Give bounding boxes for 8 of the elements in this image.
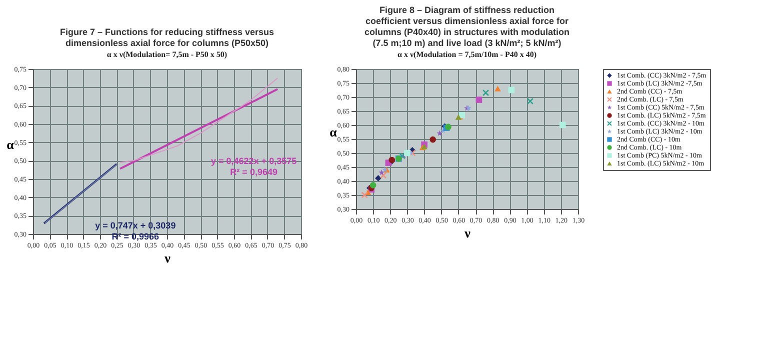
x-axis-title: ν xyxy=(464,226,471,240)
chart-title: Figure 8 – Diagram of stiffness reduction coefficient versus dimensionless axial force for columns (P40x40) in structures with modulation (7.5 m;10 m) and live load (3 kN/m²; 5 kN/m²) xyxy=(364,5,570,48)
x-axis-title: ν xyxy=(164,250,171,266)
chart-subtitle: α x ν(Modulation = 7,5m/10m - P40 x 40) xyxy=(397,50,537,59)
chart-title: Figure 7 – Functions for reducing stiffness versus dimensionless axial force for columns (P50x50) xyxy=(60,27,274,48)
chart-subtitle: α x ν(Modulation= 7,5m - P50 x 50) xyxy=(106,50,228,59)
y-axis-title: α xyxy=(6,137,15,152)
y-axis-title: α xyxy=(330,124,338,140)
